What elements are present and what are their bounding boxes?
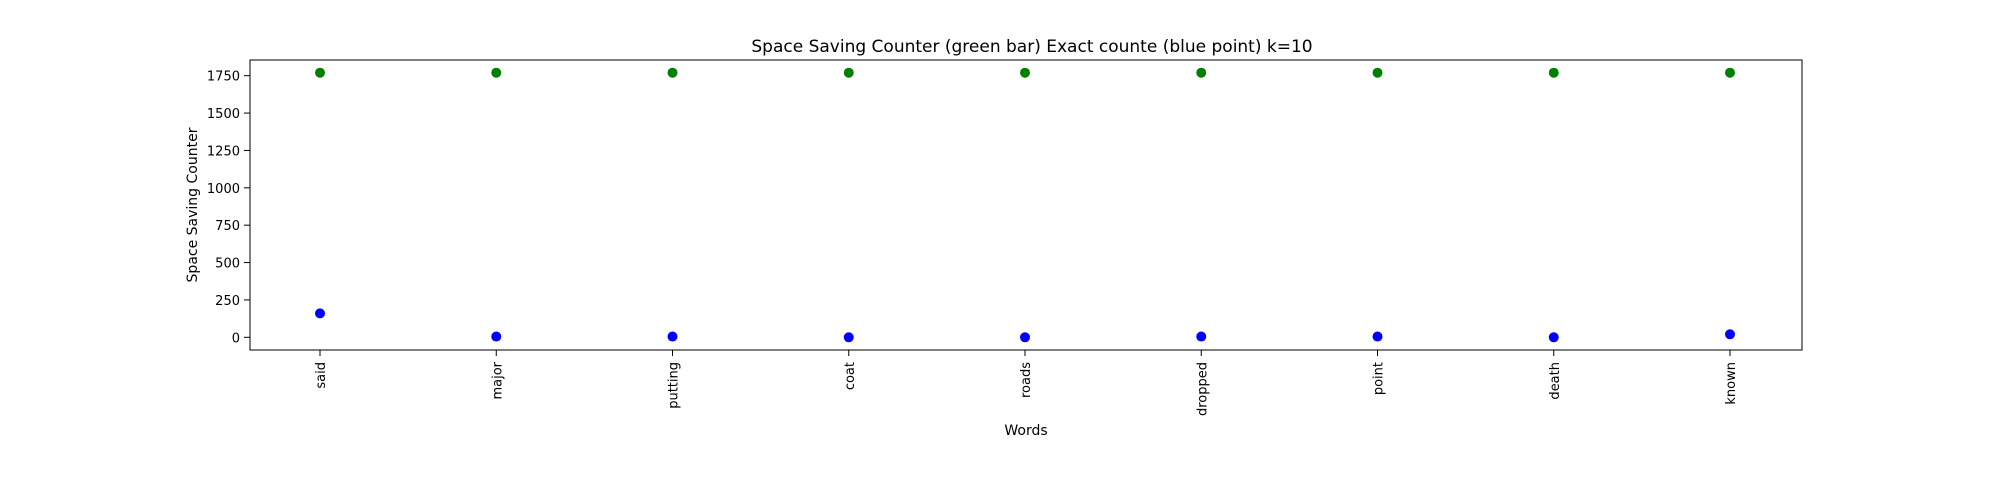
series-2-point: [1372, 331, 1383, 342]
series-1-point: [1725, 67, 1735, 78]
x-tick-label: putting: [667, 362, 682, 409]
series-2-point: [843, 332, 854, 343]
series-1-point: [667, 67, 678, 78]
x-tick-label: said: [314, 362, 329, 389]
series-1-point: [1020, 67, 1030, 78]
series-1-point: [1372, 67, 1383, 78]
chart-title: Space Saving Counter (green bar) Exact c…: [751, 37, 1312, 57]
y-tick-label: 1500: [207, 107, 240, 122]
y-tick-label: 1250: [207, 144, 240, 159]
y-axis-label: Space Saving Counter: [185, 127, 201, 282]
series-2-point: [667, 331, 678, 342]
y-tick-label: 1000: [207, 182, 240, 197]
y-tick-label: 250: [215, 294, 240, 309]
series-1-point: [315, 67, 325, 78]
x-tick-label: death: [1548, 362, 1563, 400]
y-tick-label: 1750: [207, 70, 240, 85]
x-tick-label: point: [1372, 362, 1387, 395]
x-axis: said major putting coat roads dropped point dea…: [314, 350, 1739, 416]
series-1-point: [843, 67, 854, 78]
series-2-point: [491, 331, 502, 342]
series-2-point: [315, 308, 325, 319]
series-2-point: [1020, 332, 1030, 343]
y-tick-label: 0: [232, 331, 240, 346]
y-tick-label: 750: [215, 219, 240, 234]
x-axis-label: Words: [1004, 423, 1047, 439]
x-tick-label: coat: [843, 362, 858, 390]
series-1-point: [1196, 67, 1207, 78]
x-tick-label: known: [1724, 362, 1739, 405]
series-2-point: [1548, 332, 1559, 343]
x-tick-label: major: [490, 361, 505, 399]
plot-area-frame: [249, 59, 1803, 351]
series-2-point: [1725, 329, 1735, 340]
x-tick-label: dropped: [1195, 362, 1210, 416]
y-tick-label: 500: [215, 257, 240, 272]
data-points: [315, 67, 1735, 343]
series-1-point: [1548, 67, 1559, 78]
series-1-point: [491, 67, 502, 78]
series-2-point: [1196, 331, 1207, 342]
y-axis: 0 250 500 750 1000 1250 1500 1750: [207, 70, 250, 346]
x-tick-label: roads: [1019, 362, 1034, 398]
